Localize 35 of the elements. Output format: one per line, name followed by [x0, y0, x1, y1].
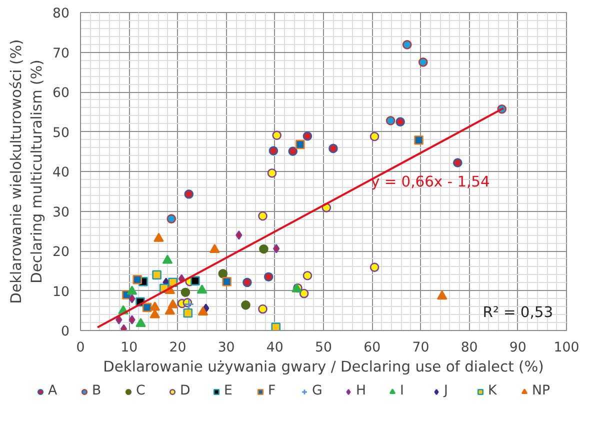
- y-tick-label: 0: [61, 324, 70, 340]
- legend-label: NP: [532, 384, 552, 398]
- x-tick-label: 70: [412, 340, 430, 356]
- y-tick-label: 80: [52, 6, 70, 22]
- legend-label: C: [136, 384, 146, 398]
- y-tick-label: 40: [52, 166, 70, 180]
- legend-label: B: [92, 384, 102, 398]
- legend-label: H: [356, 384, 368, 398]
- legend-label: J: [444, 384, 449, 398]
- y-tick-label: 30: [52, 205, 70, 220]
- legend-label: I: [400, 384, 405, 398]
- legend-label: A: [48, 384, 58, 398]
- x-tick-label: 10: [120, 340, 138, 356]
- y-tick-label: 50: [52, 126, 70, 141]
- x-tick-label: 30: [218, 340, 235, 356]
- x-tick-label: 50: [315, 340, 332, 356]
- y-tick-label: 60: [52, 86, 70, 101]
- x-tick-label: 80: [460, 340, 478, 356]
- legend-label: E: [224, 384, 234, 398]
- x-tick-label: 0: [76, 340, 85, 356]
- legend-label: G: [312, 384, 324, 398]
- y-tick-label: 70: [52, 46, 70, 62]
- y-tick-label: 10: [52, 284, 70, 300]
- legend-label: F: [268, 384, 277, 398]
- y-axis-title: Deklarowanie wielokulturowości (%) Declaring multiculturalism (%): [8, 39, 46, 304]
- x-tick-label: 100: [554, 340, 580, 356]
- x-tick-label: 60: [364, 340, 381, 356]
- legend-label: K: [488, 384, 498, 398]
- x-tick-label: 20: [169, 340, 186, 356]
- annotation: R² = 0,53: [482, 304, 554, 321]
- x-axis-title: Deklarowanie używania gwary / Declaring use of dialect (%): [103, 358, 544, 376]
- y-tick-label: 20: [52, 245, 70, 260]
- x-tick-label: 90: [509, 340, 526, 356]
- legend-label: D: [180, 384, 192, 398]
- x-tick-label: 40: [266, 340, 284, 356]
